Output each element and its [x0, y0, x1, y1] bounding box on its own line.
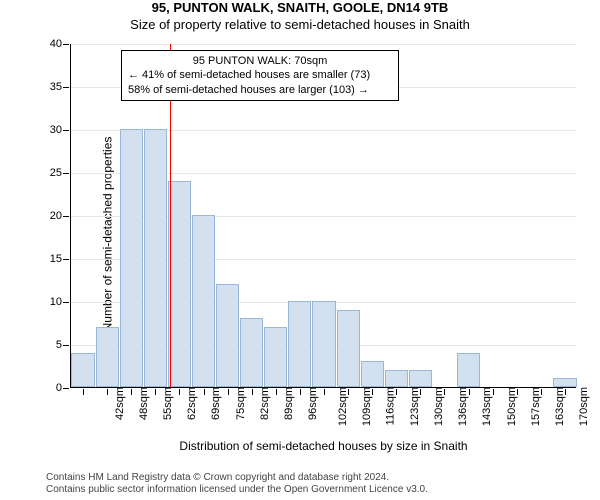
x-tick-label: 89sqm — [283, 387, 295, 420]
annot-line2: ← 41% of semi-detached houses are smalle… — [128, 68, 392, 82]
x-tick — [179, 389, 180, 395]
x-tick-label: 116sqm — [384, 387, 396, 425]
x-axis-label: Distribution of semi-detached houses by … — [179, 439, 467, 453]
bar — [168, 181, 191, 387]
chart-container: Number of semi-detached properties 95 PU… — [46, 44, 586, 424]
y-tick — [63, 259, 69, 260]
x-tick — [155, 389, 156, 395]
bar — [144, 129, 167, 387]
plot-area: 95 PUNTON WALK: 70sqm ← 41% of semi-deta… — [70, 44, 576, 388]
x-tick — [107, 389, 108, 395]
y-tick-label: 30 — [50, 124, 62, 136]
x-tick-label: 55sqm — [162, 387, 174, 420]
footnote-line1: Contains HM Land Registry data © Crown c… — [46, 472, 428, 484]
x-tick-label: 69sqm — [210, 387, 222, 420]
x-tick — [517, 389, 518, 395]
bar — [553, 378, 576, 387]
bar — [240, 318, 263, 387]
y-tick — [63, 345, 69, 346]
x-tick-label: 48sqm — [138, 387, 150, 420]
x-tick-label: 62sqm — [186, 387, 198, 420]
bar — [337, 310, 360, 387]
footnote: Contains HM Land Registry data © Crown c… — [46, 472, 428, 496]
y-tick-label: 10 — [50, 296, 62, 308]
bar — [192, 215, 215, 387]
y-tick — [63, 87, 69, 88]
x-tick — [252, 389, 253, 395]
bar — [385, 370, 408, 387]
annot-line1: 95 PUNTON WALK: 70sqm — [128, 54, 392, 68]
gridline — [71, 44, 576, 45]
y-tick — [63, 216, 69, 217]
page-title: 95, PUNTON WALK, SNAITH, GOOLE, DN14 9TB — [0, 0, 600, 15]
x-tick — [396, 389, 397, 395]
x-tick — [493, 389, 494, 395]
y-tick-label: 25 — [50, 167, 62, 179]
x-tick — [324, 389, 325, 395]
y-tick-label: 5 — [56, 339, 62, 351]
bar — [216, 284, 239, 387]
x-tick — [131, 389, 132, 395]
x-tick — [276, 389, 277, 395]
bar — [264, 327, 287, 387]
page-subtitle: Size of property relative to semi-detach… — [0, 17, 600, 32]
y-tick — [63, 388, 69, 389]
y-tick — [63, 302, 69, 303]
x-tick-label: 42sqm — [114, 387, 126, 420]
x-tick — [228, 389, 229, 395]
bar — [312, 301, 335, 387]
bar — [361, 361, 384, 387]
bar — [457, 353, 480, 387]
x-tick-label: 75sqm — [235, 387, 247, 420]
x-tick — [565, 389, 566, 395]
y-tick-label: 40 — [50, 38, 62, 50]
x-tick — [469, 389, 470, 395]
x-tick — [348, 389, 349, 395]
bar — [71, 353, 94, 387]
bar — [120, 129, 143, 387]
x-tick — [83, 389, 84, 395]
x-tick — [541, 389, 542, 395]
y-tick — [63, 130, 69, 131]
bar — [409, 370, 432, 387]
y-tick-label: 0 — [56, 382, 62, 394]
annotation-box: 95 PUNTON WALK: 70sqm ← 41% of semi-deta… — [121, 50, 399, 101]
x-tick — [204, 389, 205, 395]
y-tick — [63, 173, 69, 174]
x-tick — [372, 389, 373, 395]
x-tick-label: 82sqm — [259, 387, 271, 420]
y-tick-label: 15 — [50, 253, 62, 265]
y-tick — [63, 44, 69, 45]
x-tick — [420, 389, 421, 395]
y-tick-label: 35 — [50, 81, 62, 93]
bar — [96, 327, 119, 387]
x-tick-label: 96sqm — [307, 387, 319, 420]
footnote-line2: Contains public sector information licen… — [46, 484, 428, 496]
annot-line3: 58% of semi-detached houses are larger (… — [128, 83, 392, 97]
y-tick-label: 20 — [50, 210, 62, 222]
bar — [288, 301, 311, 387]
x-tick — [444, 389, 445, 395]
x-tick-label: 170sqm — [578, 387, 590, 426]
x-tick — [300, 389, 301, 395]
